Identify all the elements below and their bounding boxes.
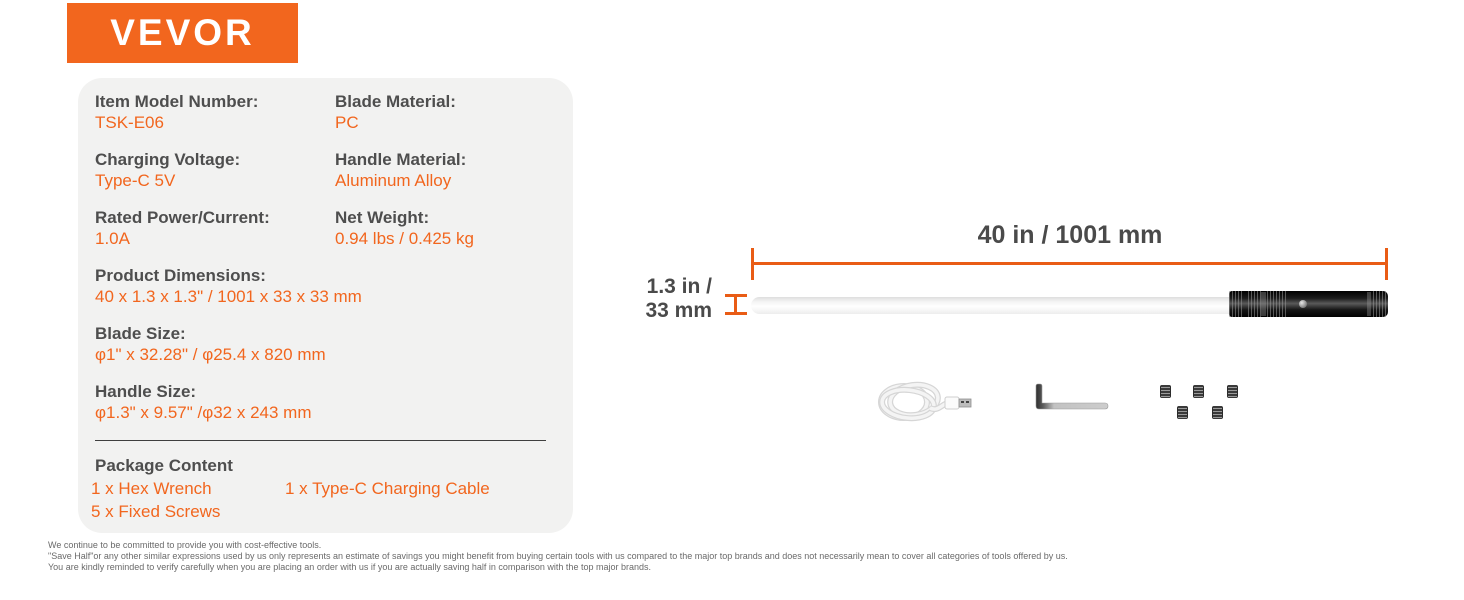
- spec-value: φ1" x 32.28" / φ25.4 x 820 mm: [95, 345, 326, 364]
- spec-label: Handle Size:: [95, 382, 197, 401]
- spec-label: Handle Material:: [335, 150, 467, 169]
- type-c-charging-cable-image: [878, 381, 972, 422]
- spec-value: 0.94 lbs / 0.425 kg: [335, 229, 474, 248]
- package-divider: [95, 440, 546, 441]
- handle-knurl: [1248, 291, 1261, 317]
- hex-wrench-image: [1035, 383, 1109, 410]
- spec-rated-power: Rated Power/Current: 1.0A: [95, 207, 270, 249]
- screw-icon: [1227, 385, 1238, 398]
- spec-value: TSK-E06: [95, 113, 164, 132]
- spec-value: φ1.3" x 9.57" /φ32 x 243 mm: [95, 403, 312, 422]
- screw-icon: [1212, 406, 1223, 419]
- spec-product-dimensions: Product Dimensions: 40 x 1.3 x 1.3" / 10…: [95, 265, 362, 307]
- diameter-dimension-label: 1.3 in / 33 mm: [602, 275, 712, 323]
- package-item-hex-wrench: 1 x Hex Wrench: [91, 479, 212, 498]
- lightsaber-handle: [1229, 291, 1388, 317]
- spec-value: Type-C 5V: [95, 171, 176, 190]
- spec-handle-material: Handle Material: Aluminum Alloy: [335, 149, 466, 191]
- vevor-logo: VEVOR: [67, 3, 298, 63]
- disclaimer-line-3: You are kindly reminded to verify carefu…: [48, 562, 651, 572]
- diameter-label-line1: 1.3 in /: [646, 275, 712, 298]
- spec-blade-material: Blade Material: PC: [335, 91, 456, 133]
- spec-value: PC: [335, 113, 359, 132]
- screw-icon: [1160, 385, 1171, 398]
- disclaimer-text: We continue to be committed to provide y…: [48, 540, 1068, 573]
- disclaimer-line-2: "Save Half"or any other similar expressi…: [48, 551, 1068, 561]
- length-dimension-line: [751, 262, 1388, 265]
- lightsaber-blade: [751, 297, 1229, 314]
- spec-handle-size: Handle Size: φ1.3" x 9.57" /φ32 x 243 mm: [95, 381, 312, 423]
- handle-knurl: [1229, 291, 1243, 317]
- vevor-logo-text: VEVOR: [110, 12, 255, 53]
- spec-value: Aluminum Alloy: [335, 171, 452, 190]
- spec-value: 40 x 1.3 x 1.3" / 1001 x 33 x 33 mm: [95, 287, 362, 306]
- package-item-fixed-screws: 5 x Fixed Screws: [91, 502, 221, 521]
- spec-label: Rated Power/Current:: [95, 208, 270, 227]
- handle-knurl: [1267, 291, 1287, 317]
- spec-label: Charging Voltage:: [95, 150, 241, 169]
- spec-item-model-number: Item Model Number: TSK-E06: [95, 91, 258, 133]
- power-button-icon: [1299, 300, 1307, 308]
- spec-label: Product Dimensions:: [95, 266, 266, 285]
- diameter-marker-line: [734, 296, 737, 313]
- handle-ring: [1261, 292, 1266, 316]
- length-dimension-tick-left: [751, 248, 754, 280]
- spec-charging-voltage: Charging Voltage: Type-C 5V: [95, 149, 240, 191]
- diameter-marker-bottom-cap: [725, 312, 747, 315]
- spec-label: Item Model Number:: [95, 92, 259, 111]
- handle-knurl: [1373, 291, 1388, 317]
- diameter-label-line2: 33 mm: [645, 299, 712, 322]
- spec-label: Blade Material:: [335, 92, 456, 111]
- spec-value: 1.0A: [95, 229, 130, 248]
- diameter-marker-top-cap: [725, 294, 747, 297]
- package-content-title: Package Content: [95, 456, 233, 475]
- spec-net-weight: Net Weight: 0.94 lbs / 0.425 kg: [335, 207, 474, 249]
- spec-blade-size: Blade Size: φ1" x 32.28" / φ25.4 x 820 m…: [95, 323, 326, 365]
- disclaimer-line-1: We continue to be committed to provide y…: [48, 540, 322, 550]
- length-dimension-label: 40 in / 1001 mm: [977, 221, 1163, 249]
- handle-ring: [1367, 292, 1371, 316]
- spec-label: Blade Size:: [95, 324, 186, 343]
- package-item-charging-cable: 1 x Type-C Charging Cable: [285, 479, 490, 498]
- length-dimension-tick-right: [1385, 248, 1388, 280]
- screw-icon: [1193, 385, 1204, 398]
- screw-icon: [1177, 406, 1188, 419]
- spec-panel: Item Model Number: TSK-E06 Blade Materia…: [78, 78, 573, 533]
- spec-label: Net Weight:: [335, 208, 430, 227]
